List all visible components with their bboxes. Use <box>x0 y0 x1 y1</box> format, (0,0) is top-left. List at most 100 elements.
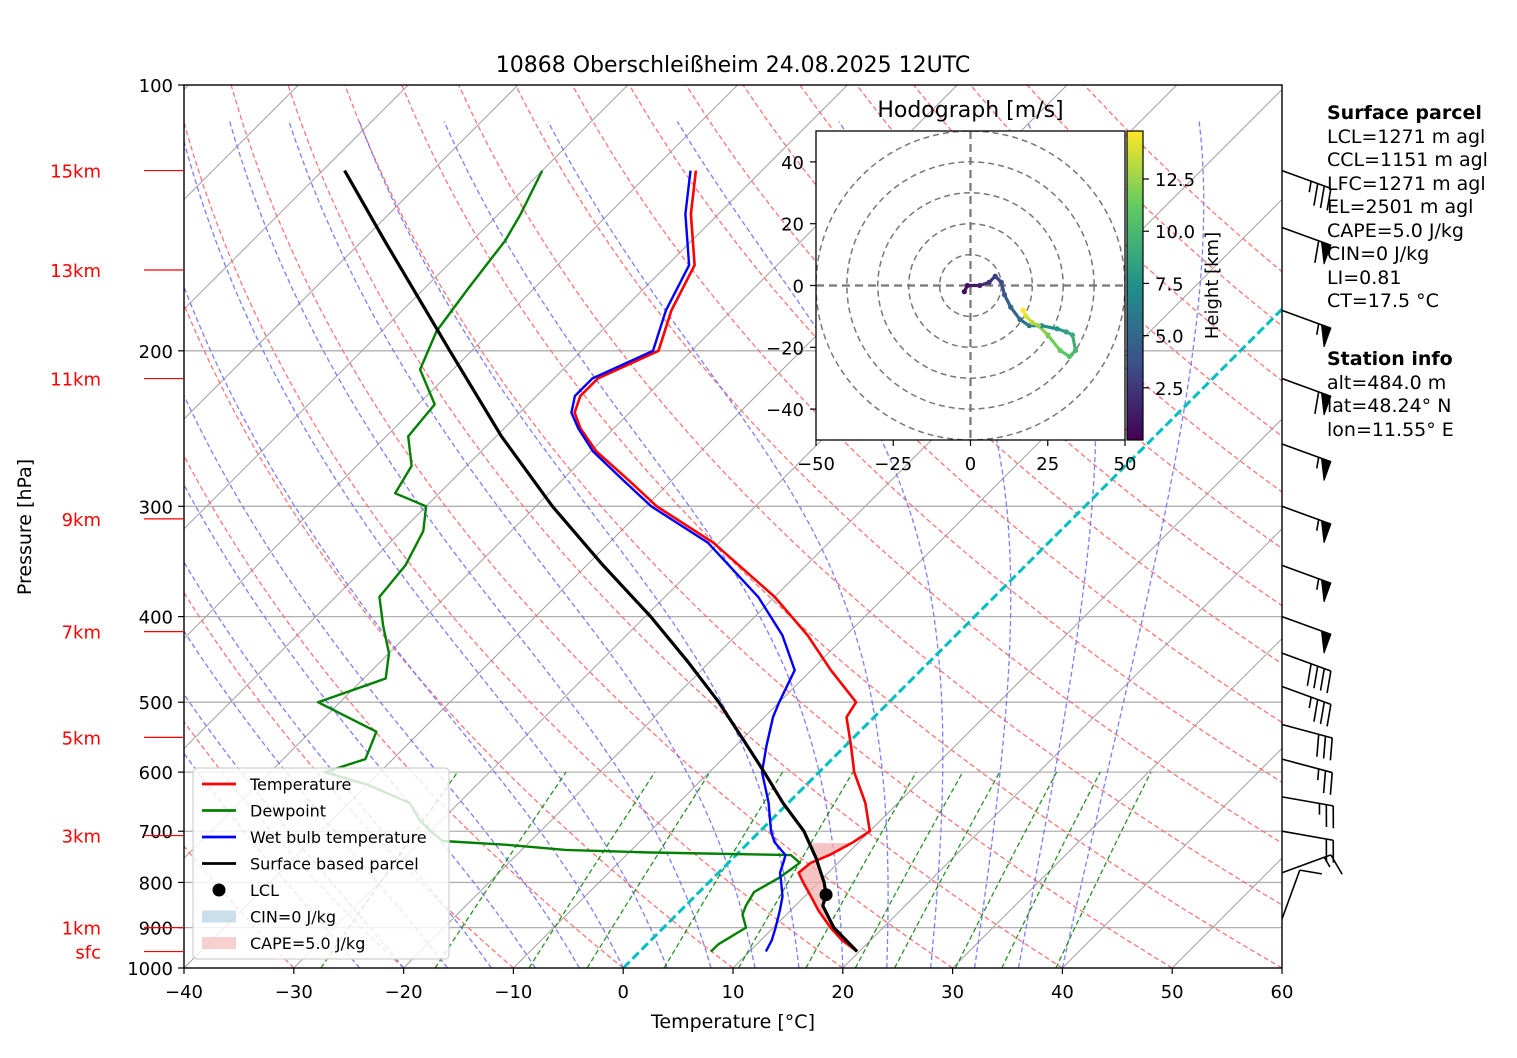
barb-flag <box>1314 184 1318 206</box>
hodograph-point <box>965 283 970 288</box>
hodograph-x-tick-label: 0 <box>965 454 976 475</box>
barb-pennant <box>1321 580 1330 602</box>
hodograph-x-tick-label: −25 <box>874 454 912 475</box>
barb-staff <box>1282 725 1332 738</box>
colorbar-tick-label: 10.0 <box>1155 222 1195 243</box>
hodograph-point <box>1064 329 1069 334</box>
hodograph-point <box>1054 326 1059 331</box>
height-label: 13km <box>50 261 101 282</box>
legend-label: Wet bulb temperature <box>250 828 427 847</box>
barb-pennant <box>1321 521 1330 543</box>
wind-barb <box>1282 687 1331 727</box>
y-axis-label: Pressure [hPa] <box>14 459 36 595</box>
y-tick-label: 300 <box>139 497 173 518</box>
lcl-value: LCL=1271 m agl <box>1327 126 1488 150</box>
wind-barb <box>1282 565 1331 602</box>
hodograph-x-tick-label: 50 <box>1114 454 1137 475</box>
hodograph-point <box>977 283 982 288</box>
height-label: 9km <box>62 510 101 531</box>
wind-barb <box>1282 653 1331 693</box>
hodograph-point <box>1073 348 1078 353</box>
legend-dot-swatch <box>213 884 226 897</box>
barb-half-flag <box>1317 457 1319 468</box>
barb-flag <box>1330 773 1332 795</box>
mixing-ratio-line <box>895 772 1000 968</box>
station-info: Station info alt=484.0 m lat=48.24° N lo… <box>1327 348 1454 442</box>
x-tick-label: 40 <box>1051 982 1074 1003</box>
x-tick-label: 60 <box>1271 982 1294 1003</box>
hodograph-point <box>986 280 991 285</box>
legend-patch-swatch <box>202 911 236 923</box>
height-label: 7km <box>62 623 101 644</box>
wind-barb <box>1282 725 1332 761</box>
wind-barb <box>1282 797 1333 828</box>
hodograph-y-tick-label: 0 <box>793 277 804 298</box>
barb-flag <box>1331 855 1342 874</box>
x-tick-label: 0 <box>617 982 628 1003</box>
hodograph-point <box>1002 292 1007 297</box>
hodograph-y-tick-label: −20 <box>766 338 804 359</box>
barb-flag <box>1327 704 1331 726</box>
mixing-ratio-line <box>587 772 710 968</box>
hodograph-point <box>1045 332 1050 337</box>
ccl-value: CCL=1151 m agl <box>1327 149 1488 173</box>
li-value: LI=0.81 <box>1327 267 1488 291</box>
colorbar-tick-label: 7.5 <box>1155 274 1184 295</box>
x-tick-label: 30 <box>941 982 964 1003</box>
hodograph-colorbar <box>1127 131 1143 440</box>
barb-flag <box>1324 736 1326 758</box>
hodograph-y-tick-label: 20 <box>781 215 804 236</box>
barb-staff <box>1282 653 1331 671</box>
legend-patch-swatch <box>202 937 236 949</box>
barb-staff <box>1282 171 1331 189</box>
barb-flag <box>1324 771 1326 793</box>
y-tick-label: 900 <box>139 919 173 940</box>
mixing-ratio-line <box>1056 772 1151 968</box>
x-tick-label: −30 <box>275 982 313 1003</box>
hodograph-point <box>1058 348 1063 353</box>
y-tick-label: 1000 <box>127 959 173 980</box>
barb-flag <box>1307 664 1311 686</box>
mixing-ratio-line <box>955 772 1056 968</box>
barb-flag <box>1327 671 1331 693</box>
wind-barb <box>1282 870 1322 919</box>
hodograph-point <box>993 274 998 279</box>
barb-flag <box>1317 734 1319 756</box>
y-tick-label: 500 <box>139 693 173 714</box>
hodograph-point <box>1036 323 1041 328</box>
station-altitude: alt=484.0 m <box>1327 372 1454 396</box>
height-label: 3km <box>62 827 101 848</box>
barb-staff <box>1282 870 1300 919</box>
y-tick-label: 400 <box>139 608 173 629</box>
barb-flag <box>1315 392 1319 414</box>
x-tick-label: −40 <box>165 982 203 1003</box>
barb-pennant <box>1321 458 1330 480</box>
hodograph-point <box>1017 317 1022 322</box>
hodograph-point <box>1008 305 1013 310</box>
legend-label: Dewpoint <box>250 802 326 821</box>
y-tick-label: 200 <box>139 342 173 363</box>
x-tick-label: 20 <box>831 982 854 1003</box>
ct-value: CT=17.5 °C <box>1327 290 1488 314</box>
wind-barb <box>1282 444 1331 481</box>
barb-flag <box>1314 700 1318 722</box>
lcl-marker <box>820 888 833 901</box>
wind-barb <box>1282 379 1331 416</box>
wind-barb <box>1282 831 1333 862</box>
wind-barb <box>1282 759 1332 795</box>
barb-flag <box>1321 702 1325 724</box>
surface-parcel-header: Surface parcel <box>1327 102 1488 126</box>
barb-half-flag <box>1309 697 1311 708</box>
hodograph-x-tick-label: −50 <box>797 454 835 475</box>
height-label: 1km <box>62 919 101 940</box>
hodograph-point <box>1024 314 1029 319</box>
hodograph-x-tick-label: 25 <box>1036 454 1059 475</box>
x-axis-label: Temperature [°C] <box>650 1011 815 1033</box>
mixing-ratio-line <box>435 772 566 968</box>
height-label: 15km <box>50 162 101 183</box>
colorbar-tick-label: 2.5 <box>1155 379 1184 400</box>
hodograph-y-tick-label: 40 <box>781 153 804 174</box>
wind-barb <box>1282 171 1331 211</box>
wind-barb <box>1282 227 1331 264</box>
